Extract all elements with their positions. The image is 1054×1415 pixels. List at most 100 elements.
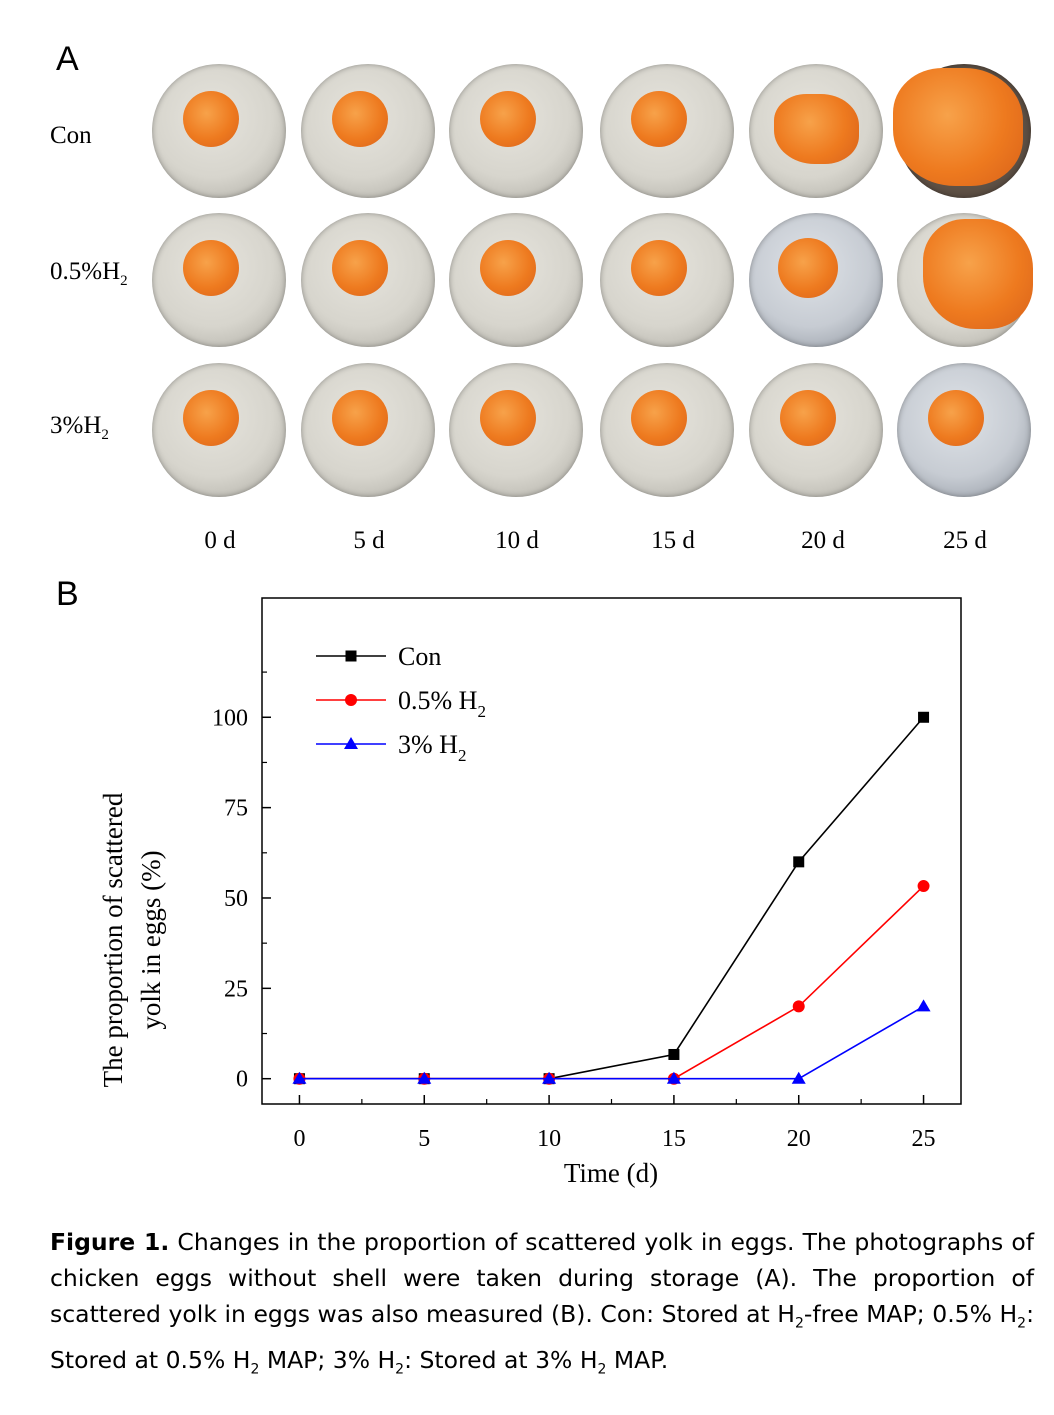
- data-point: [668, 1048, 680, 1060]
- caption-text: Changes in the proportion of scattered y…: [50, 1228, 1034, 1328]
- caption-text: MAP.: [606, 1345, 669, 1374]
- yolk: [183, 240, 239, 296]
- egg-plate-photo: [749, 64, 883, 198]
- y-tick-label: 75: [224, 796, 248, 822]
- y-tick-label: 50: [224, 886, 248, 912]
- caption-text: : Stored at 0.5% H: [50, 1300, 1035, 1374]
- egg-plate-photo: [897, 213, 1033, 347]
- x-tick-label: 20: [787, 1126, 811, 1152]
- egg-plate-photo: [749, 213, 883, 347]
- yolk: [773, 94, 859, 164]
- panel-a-label: A: [56, 40, 79, 78]
- data-point: [417, 1071, 432, 1084]
- yolk: [893, 68, 1023, 186]
- plot-area-frame: [261, 597, 962, 1105]
- day-label: 25 d: [943, 527, 987, 554]
- day-label: 10 d: [495, 527, 539, 554]
- egg-plate-photo: [600, 363, 734, 497]
- x-tick-label: 15: [662, 1126, 686, 1152]
- egg-plate-photo: [600, 213, 734, 347]
- legend-label-text: Con: [398, 642, 441, 671]
- data-point: [791, 1071, 806, 1084]
- yolk: [183, 91, 239, 147]
- day-label: 5 d: [353, 527, 385, 554]
- egg-plate-photo: [152, 213, 286, 347]
- yolk: [631, 91, 687, 147]
- egg-plate-photo: [893, 64, 1031, 198]
- caption-subscript: 2: [1017, 1315, 1027, 1332]
- yolk: [631, 240, 687, 296]
- legend-label: 3% H2: [398, 730, 466, 765]
- caption-text: MAP; 3% H: [259, 1345, 396, 1374]
- egg-plate-photo: [301, 213, 435, 347]
- caption-text: -free MAP; 0.5% H: [803, 1300, 1018, 1328]
- row-label-sub: 2: [101, 427, 109, 443]
- figure-label: Figure 1.: [50, 1228, 170, 1256]
- yolk: [480, 240, 536, 296]
- series-line: [299, 1005, 924, 1080]
- x-tick-label: 25: [912, 1126, 936, 1152]
- caption-subscript: 2: [597, 1361, 607, 1378]
- data-point: [542, 1071, 557, 1084]
- yolk: [631, 390, 687, 446]
- egg-plate-photo: [749, 363, 883, 497]
- legend-label-subscript: 2: [458, 746, 467, 765]
- day-label: 15 d: [651, 527, 695, 554]
- panel-b-label: B: [56, 575, 79, 613]
- data-point: [292, 1071, 307, 1084]
- data-point: [916, 999, 931, 1012]
- data-point: [918, 711, 930, 723]
- row-label-text: 3%H: [50, 412, 102, 439]
- yolk: [332, 240, 388, 296]
- yolk: [778, 238, 838, 298]
- figure-caption: Figure 1. Changes in the proportion of s…: [50, 1224, 1034, 1387]
- data-point: [792, 1000, 805, 1013]
- legend-marker: [345, 650, 357, 662]
- egg-plate-photo: [449, 363, 583, 497]
- yolk: [780, 390, 836, 446]
- legend-label: Con: [398, 642, 441, 671]
- data-point: [793, 856, 805, 868]
- x-axis-title: Time (d): [564, 1158, 658, 1188]
- yolk: [928, 390, 984, 446]
- y-axis-title-line1: The proportion of scattered: [98, 792, 128, 1087]
- x-tick-label: 10: [537, 1126, 561, 1152]
- y-tick-label: 0: [236, 1067, 248, 1093]
- yolk: [923, 219, 1033, 329]
- row-label-0.5-h2: 0.5%H2: [50, 258, 128, 290]
- caption-subscript: 2: [794, 1315, 804, 1332]
- yolk: [480, 91, 536, 147]
- x-tick-label: 5: [418, 1126, 430, 1152]
- egg-plate-photo: [301, 64, 435, 198]
- yolk: [332, 390, 388, 446]
- legend-marker: [344, 737, 358, 749]
- row-label-text: 0.5%H: [50, 258, 121, 285]
- row-label-3-h2: 3%H2: [50, 412, 109, 444]
- series-line: [299, 716, 925, 1080]
- egg-plate-photo: [301, 363, 435, 497]
- row-label-text: Con: [50, 122, 92, 149]
- legend-label-text: 3% H: [398, 730, 458, 759]
- yolk: [480, 390, 536, 446]
- data-point: [666, 1071, 681, 1084]
- x-tick-label: 0: [293, 1126, 305, 1152]
- egg-plate-photo: [152, 363, 286, 497]
- caption-subscript: 2: [395, 1361, 405, 1378]
- yolk: [332, 91, 388, 147]
- data-point: [917, 880, 930, 893]
- egg-plate-photo: [449, 213, 583, 347]
- caption-text: : Stored at 3% H: [404, 1345, 598, 1374]
- series-line: [299, 885, 925, 1080]
- y-tick-label: 25: [224, 976, 248, 1002]
- yolk: [183, 390, 239, 446]
- egg-plate-photo: [897, 363, 1031, 497]
- y-tick-label: 100: [212, 705, 248, 731]
- day-label: 20 d: [801, 527, 845, 554]
- egg-plate-photo: [152, 64, 286, 198]
- legend-label-subscript: 2: [477, 702, 486, 721]
- caption-subscript: 2: [250, 1361, 260, 1378]
- day-label: 0 d: [204, 527, 236, 554]
- row-label-con: Con: [50, 122, 92, 154]
- egg-plate-photo: [449, 64, 583, 198]
